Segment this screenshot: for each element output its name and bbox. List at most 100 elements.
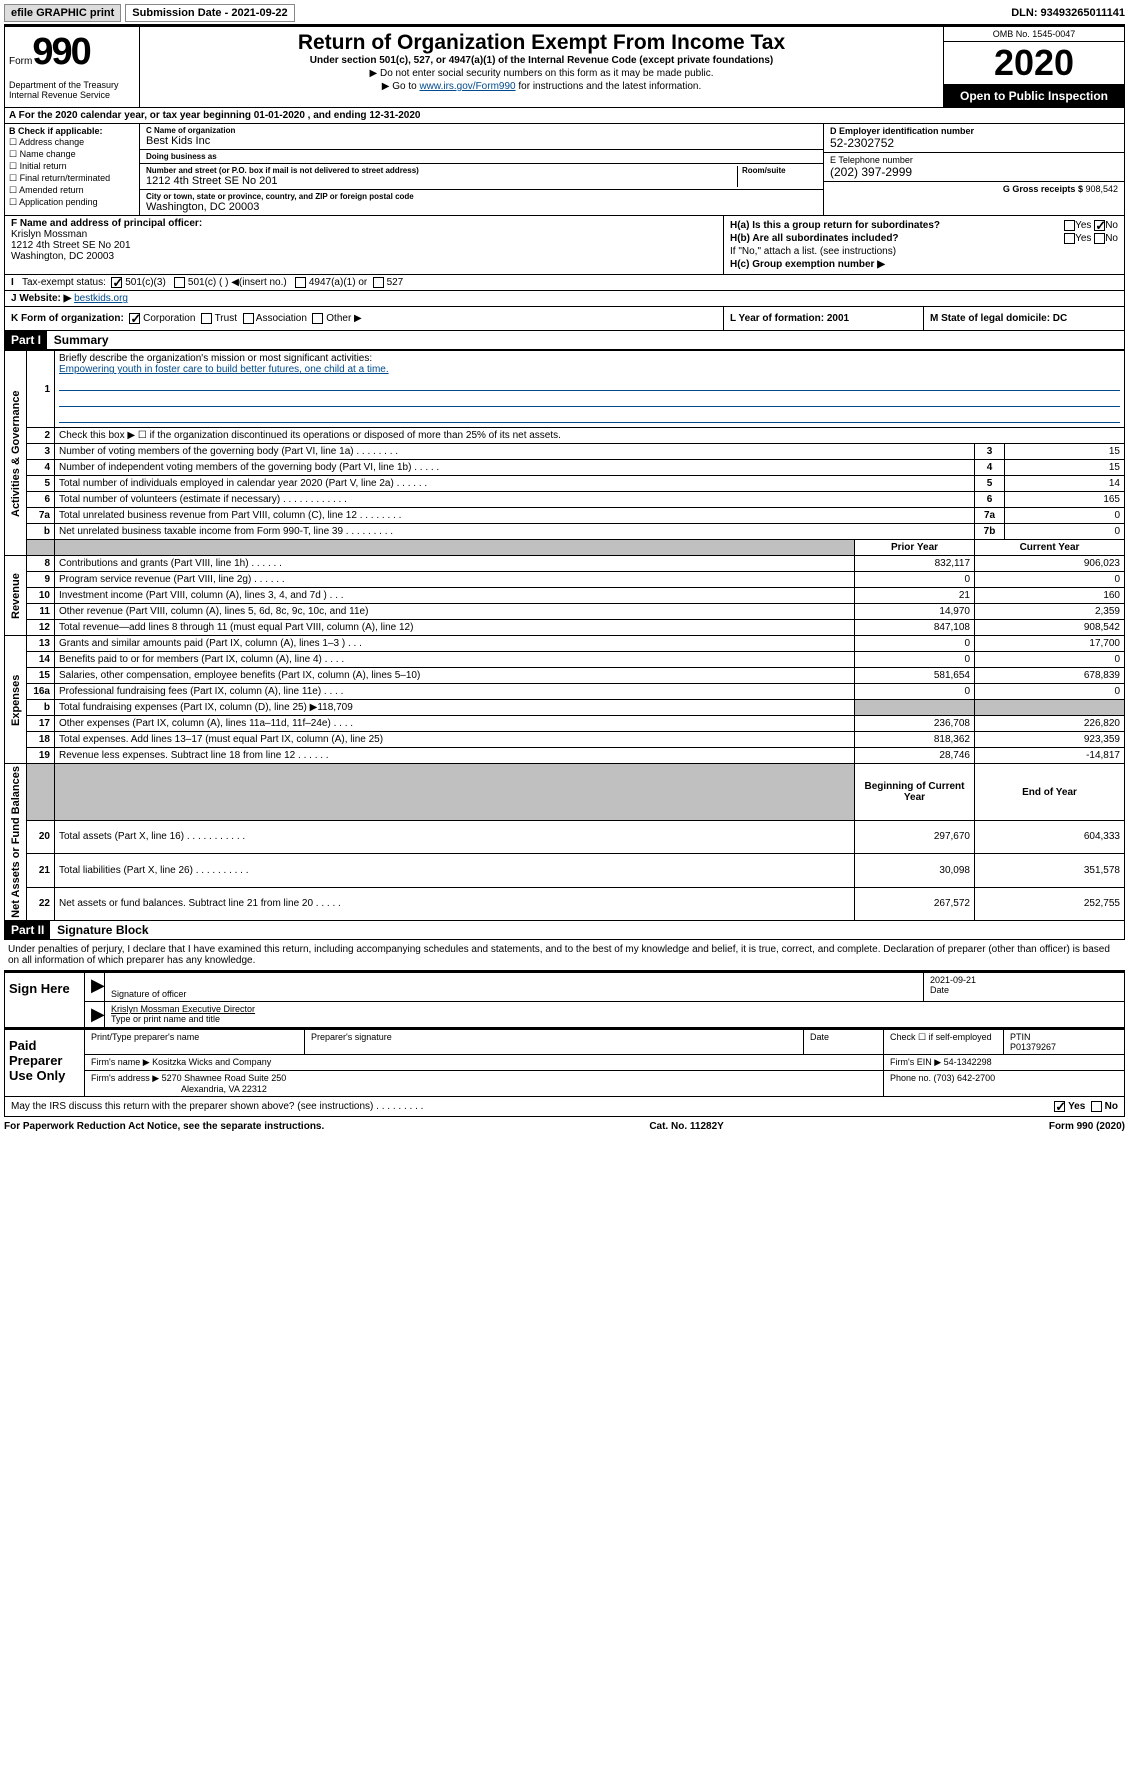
discuss-no[interactable] [1091,1101,1102,1112]
side-revenue: Revenue [5,556,27,636]
chk-name-change[interactable]: ☐ Name change [9,149,135,160]
hb-yes[interactable] [1064,233,1075,244]
phone-value: (202) 397-2999 [830,165,912,179]
submission-date: Submission Date - 2021-09-22 [125,4,294,22]
section-a: A For the 2020 calendar year, or tax yea… [4,108,1125,124]
officer-addr2: Washington, DC 20003 [11,251,114,262]
summary-table: Activities & Governance 1 Briefly descri… [4,350,1125,921]
officer-addr1: 1212 4th Street SE No 201 [11,240,131,251]
tax-year: 2020 [944,42,1124,85]
chk-final-return[interactable]: ☐ Final return/terminated [9,173,135,184]
prep-sig-label: Preparer's signature [305,1030,804,1054]
col-b-checkboxes: B Check if applicable: ☐ Address change … [5,124,140,215]
efile-print-button[interactable]: efile GRAPHIC print [4,4,121,22]
prep-date-label: Date [804,1030,884,1054]
year-box: OMB No. 1545-0047 2020 Open to Public In… [944,27,1124,107]
subdate-value: 2021-09-22 [231,7,287,19]
chk-corp[interactable] [129,313,140,324]
mission-text: Empowering youth in foster care to build… [59,364,389,375]
footer-mid: Cat. No. 11282Y [649,1121,723,1132]
chk-4947[interactable] [295,277,306,288]
gov-line-5: 5Total number of individuals employed in… [5,476,1125,492]
col-deg: D Employer identification number 52-2302… [824,124,1124,215]
col-headers: Prior YearCurrent Year [5,540,1125,556]
website-label: J Website: ▶ [11,293,74,304]
inst2-pre: ▶ Go to [382,81,420,92]
chk-trust[interactable] [201,313,212,324]
subdate-label: Submission Date - [132,7,231,19]
org-name-label: C Name of organization [146,126,817,135]
exp-15: 15Salaries, other compensation, employee… [5,668,1125,684]
sign-here-label: Sign Here [5,973,85,1027]
firm-ein: 54-1342298 [944,1057,992,1067]
form-title: Return of Organization Exempt From Incom… [148,31,935,55]
firm-ein-label: Firm's EIN ▶ [890,1057,944,1067]
discuss-row: May the IRS discuss this return with the… [4,1097,1125,1117]
gov-line-4: 4Number of independent voting members of… [5,460,1125,476]
ptin-label: PTIN [1010,1032,1031,1042]
dln: DLN: 93493265011141 [1011,7,1125,19]
hb-no[interactable] [1094,233,1105,244]
row-j-website: J Website: ▶ bestkids.org [4,291,1125,307]
chk-other[interactable] [312,313,323,324]
chk-address-change[interactable]: ☐ Address change [9,137,135,148]
firm-name: Kositzka Wicks and Company [152,1057,271,1067]
exp-16b-desc: Total fundraising expenses (Part IX, col… [55,700,855,716]
q1-cell: Briefly describe the organization's miss… [55,351,1125,428]
footer-left: For Paperwork Reduction Act Notice, see … [4,1121,324,1132]
ha-no[interactable] [1094,220,1105,231]
gov-line-7a: 7aTotal unrelated business revenue from … [5,508,1125,524]
prep-phone: (703) 642-2700 [934,1073,996,1083]
k-label: K Form of organization: [11,313,124,324]
col-m: M State of legal domicile: DC [924,307,1124,330]
self-employed-check[interactable]: Check ☐ if self-employed [884,1030,1004,1054]
part2-bar: Part II Signature Block [4,921,1125,940]
chk-501c3[interactable] [111,277,122,288]
b-label: B Check if applicable: [9,126,103,136]
instruction-1: ▶ Do not enter social security numbers o… [148,68,935,79]
room-label: Room/suite [742,166,817,175]
paid-preparer-label: Paid Preparer Use Only [5,1030,85,1096]
hb-label: H(b) Are all subordinates included? [730,233,899,244]
chk-501c[interactable] [174,277,185,288]
part2-title: Signature Block [57,923,148,937]
ptin-value: P01379267 [1010,1042,1056,1052]
perjury-text: Under penalties of perjury, I declare th… [4,940,1125,971]
chk-assoc[interactable] [243,313,254,324]
year-formation: L Year of formation: 2001 [730,313,849,324]
form-number-box: Form990 Department of the Treasury Inter… [5,27,140,107]
q1-text: Briefly describe the organization's miss… [59,353,372,364]
discuss-text: May the IRS discuss this return with the… [11,1101,423,1112]
begin-year-header: Beginning of Current Year [855,764,975,820]
type-name-label: Type or print name and title [111,1014,220,1024]
officer-label: F Name and address of principal officer: [11,218,202,229]
officer-typed-name: Krislyn Mossman Executive Director [111,1004,255,1014]
chk-application-pending[interactable]: ☐ Application pending [9,197,135,208]
chk-amended[interactable]: ☐ Amended return [9,185,135,196]
chk-527[interactable] [373,277,384,288]
exp-18: 18Total expenses. Add lines 13–17 (must … [5,732,1125,748]
prior-year-header: Prior Year [855,540,975,556]
inst2-post: for instructions and the latest informat… [516,81,702,92]
gov-line-3: 3Number of voting members of the governi… [5,444,1125,460]
side-netassets: Net Assets or Fund Balances [5,764,27,921]
rev-10: 10Investment income (Part VIII, column (… [5,588,1125,604]
ln2: 2 [27,428,55,444]
part1-title: Summary [54,333,109,347]
discuss-yes[interactable] [1054,1101,1065,1112]
website-link[interactable]: bestkids.org [74,293,128,304]
side-expenses: Expenses [5,636,27,764]
col-h-group: H(a) Is this a group return for subordin… [724,216,1124,274]
prep-name-label: Print/Type preparer's name [85,1030,305,1054]
title-box: Return of Organization Exempt From Incom… [140,27,944,107]
ha-yes[interactable] [1064,220,1075,231]
irs-link[interactable]: www.irs.gov/Form990 [419,81,515,92]
exp-17: 17Other expenses (Part IX, column (A), l… [5,716,1125,732]
chk-initial-return[interactable]: ☐ Initial return [9,161,135,172]
officer-name: Krislyn Mossman [11,229,87,240]
side-governance: Activities & Governance [5,351,27,556]
hc-label: H(c) Group exemption number ▶ [730,259,885,270]
firm-name-label: Firm's name ▶ [91,1057,152,1067]
row-i-tax-status: I Tax-exempt status: 501(c)(3) 501(c) ( … [4,275,1125,291]
ein-label: D Employer identification number [830,126,974,136]
